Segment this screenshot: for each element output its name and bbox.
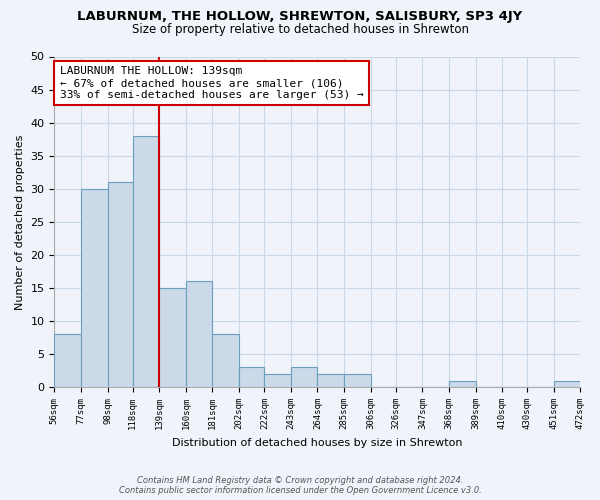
Bar xyxy=(133,136,160,387)
Bar xyxy=(265,374,291,387)
Bar xyxy=(344,374,371,387)
Bar xyxy=(317,374,344,387)
Bar xyxy=(186,282,212,387)
Bar xyxy=(212,334,239,387)
Bar xyxy=(81,189,107,387)
Y-axis label: Number of detached properties: Number of detached properties xyxy=(15,134,25,310)
Bar xyxy=(554,380,580,387)
X-axis label: Distribution of detached houses by size in Shrewton: Distribution of detached houses by size … xyxy=(172,438,463,448)
Bar xyxy=(160,288,186,387)
Bar xyxy=(55,334,81,387)
Bar xyxy=(239,368,265,387)
Bar xyxy=(107,182,133,387)
Text: LABURNUM, THE HOLLOW, SHREWTON, SALISBURY, SP3 4JY: LABURNUM, THE HOLLOW, SHREWTON, SALISBUR… xyxy=(77,10,523,23)
Text: Size of property relative to detached houses in Shrewton: Size of property relative to detached ho… xyxy=(131,22,469,36)
Bar xyxy=(449,380,476,387)
Text: LABURNUM THE HOLLOW: 139sqm
← 67% of detached houses are smaller (106)
33% of se: LABURNUM THE HOLLOW: 139sqm ← 67% of det… xyxy=(59,66,364,100)
Text: Contains HM Land Registry data © Crown copyright and database right 2024.
Contai: Contains HM Land Registry data © Crown c… xyxy=(119,476,481,495)
Bar xyxy=(291,368,317,387)
